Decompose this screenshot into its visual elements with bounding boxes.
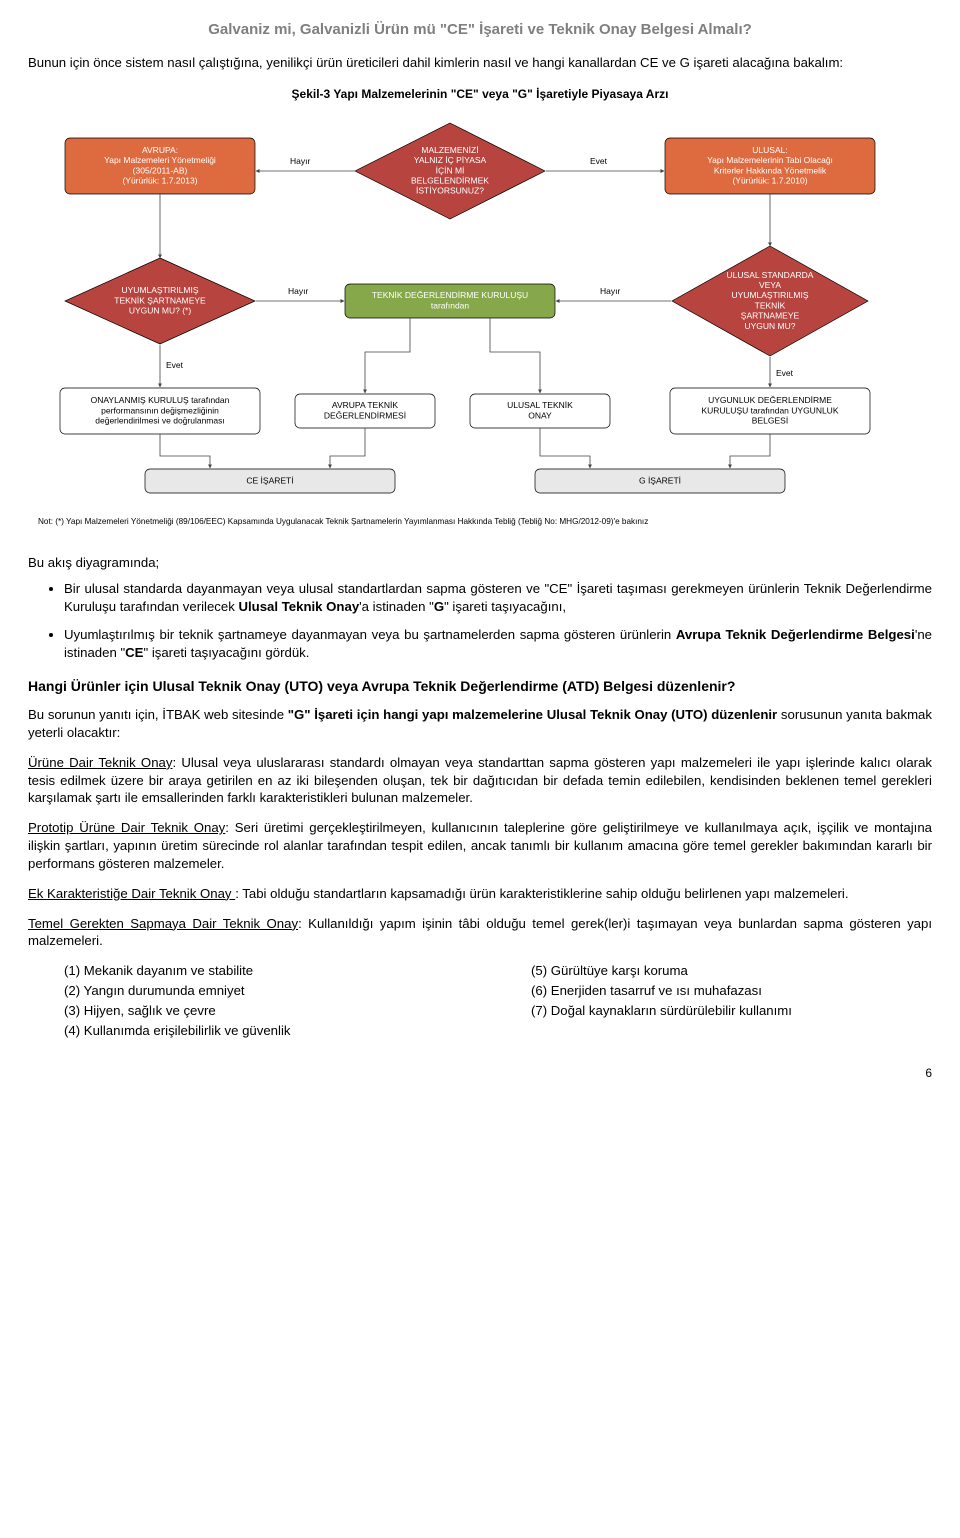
definition-paragraph: Prototip Ürüne Dair Teknik Onay: Seri ür… bbox=[28, 819, 932, 872]
node-udk: UYGUNLUK DEĞERLENDİRMEKURULUŞU tarafında… bbox=[670, 388, 870, 434]
svg-text:İÇİN Mİ: İÇİN Mİ bbox=[436, 166, 465, 176]
node-q3: ULUSAL STANDARDAVEYAUYUMLAŞTIRILMIŞTEKNİ… bbox=[672, 246, 868, 356]
question-heading: Hangi Ürünler için Ulusal Teknik Onay (U… bbox=[28, 677, 932, 696]
svg-text:Yapı Malzemeleri Yönetmeliği: Yapı Malzemeleri Yönetmeliği bbox=[104, 155, 216, 165]
svg-text:MALZEMENİZİ: MALZEMENİZİ bbox=[421, 145, 478, 155]
svg-text:CE İŞARETİ: CE İŞARETİ bbox=[246, 476, 293, 486]
svg-text:performansının değişmezliğinin: performansının değişmezliğinin bbox=[101, 406, 219, 416]
requirements-columns: (1) Mekanik dayanım ve stabilite (2) Yang… bbox=[28, 962, 932, 1041]
node-uto: ULUSAL TEKNİKONAY bbox=[470, 394, 610, 428]
svg-text:UYGUN MU?: UYGUN MU? bbox=[744, 321, 795, 331]
node-q2: UYUMLAŞTIRILMIŞTEKNİK ŞARTNAMEYEUYGUN MU… bbox=[65, 258, 255, 344]
label: AVRUPA TEKNİKDEĞERLENDİRMESİ bbox=[324, 400, 406, 420]
svg-text:ONAY: ONAY bbox=[528, 411, 552, 421]
label: CE İŞARETİ bbox=[246, 476, 293, 486]
flowchart-footnote: Not: (*) Yapı Malzemeleri Yönetmeliği (8… bbox=[38, 517, 648, 526]
node-tdk: TEKNİK DEĞERLENDİRME KURULUŞUtarafından bbox=[345, 284, 555, 318]
svg-text:VEYA: VEYA bbox=[759, 280, 781, 290]
definition-paragraph: Ürüne Dair Teknik Onay: Ulusal veya ulus… bbox=[28, 754, 932, 807]
svg-text:ŞARTNAMEYE: ŞARTNAMEYE bbox=[741, 311, 800, 321]
svg-text:BELGELENDİRMEK: BELGELENDİRMEK bbox=[411, 176, 489, 186]
requirement-item: (4) Kullanımda erişilebilirlik ve güvenl… bbox=[64, 1022, 465, 1040]
svg-text:İSTİYORSUNUZ?: İSTİYORSUNUZ? bbox=[416, 186, 484, 196]
svg-text:tarafından: tarafından bbox=[431, 301, 470, 311]
svg-text:Kriterler Hakkında Yönetmelik: Kriterler Hakkında Yönetmelik bbox=[714, 166, 827, 176]
definition-paragraph: Temel Gerekten Sapmaya Dair Teknik Onay:… bbox=[28, 915, 932, 951]
requirement-item: (5) Gürültüye karşı koruma bbox=[531, 962, 932, 980]
page-number: 6 bbox=[28, 1065, 932, 1081]
svg-text:(Yürürlük: 1.7.2013): (Yürürlük: 1.7.2013) bbox=[122, 176, 197, 186]
svg-text:ULUSAL TEKNİK: ULUSAL TEKNİK bbox=[507, 400, 573, 410]
svg-text:UYUMLAŞTIRILMIŞ: UYUMLAŞTIRILMIŞ bbox=[732, 290, 809, 300]
svg-text:YALNIZ İÇ PİYASA: YALNIZ İÇ PİYASA bbox=[414, 155, 487, 165]
svg-text:TEKNİK: TEKNİK bbox=[755, 301, 786, 311]
requirement-item: (2) Yangın durumunda emniyet bbox=[64, 982, 465, 1000]
edge-label: Hayır bbox=[290, 156, 310, 166]
node-onaylanmis: ONAYLANMIŞ KURULUŞ tarafındanperformansı… bbox=[60, 388, 260, 434]
label: G İŞARETİ bbox=[639, 476, 681, 486]
diagram-intro: Bu akış diyagramında; bbox=[28, 554, 932, 572]
svg-text:(305/2011-AB): (305/2011-AB) bbox=[133, 166, 188, 176]
question-intro: Bu sorunun yanıtı için, İTBAK web sitesi… bbox=[28, 706, 932, 742]
requirements-right: (5) Gürültüye karşı koruma (6) Enerjiden … bbox=[495, 962, 932, 1019]
svg-text:KURULUŞU tarafından UYGUNLUK: KURULUŞU tarafından UYGUNLUK bbox=[702, 406, 839, 416]
node-g: G İŞARETİ bbox=[535, 469, 785, 493]
page-header: Galvaniz mi, Galvanizli Ürün mü "CE" İşa… bbox=[28, 20, 932, 40]
flowchart-title: Şekil-3 Yapı Malzemelerinin "CE" veya "G… bbox=[28, 86, 932, 102]
edge-label: Evet bbox=[776, 368, 794, 378]
svg-text:TEKNİK ŞARTNAMEYE: TEKNİK ŞARTNAMEYE bbox=[114, 296, 206, 306]
edge-label: Evet bbox=[166, 360, 184, 370]
node-ulusal: ULUSAL:Yapı Malzemelerinin Tabi OlacağıK… bbox=[665, 138, 875, 194]
svg-text:ULUSAL:: ULUSAL: bbox=[752, 145, 787, 155]
bullet-list: Bir ulusal standarda dayanmayan veya ulu… bbox=[28, 580, 932, 661]
svg-text:Yapı Malzemelerinin Tabi Olaca: Yapı Malzemelerinin Tabi Olacağı bbox=[707, 155, 833, 165]
svg-text:UYGUN MU? (*): UYGUN MU? (*) bbox=[129, 306, 192, 316]
edge-label: Evet bbox=[590, 156, 608, 166]
node-avrupa: AVRUPA:Yapı Malzemeleri Yönetmeliği(305/… bbox=[65, 138, 255, 194]
node-atd: AVRUPA TEKNİKDEĞERLENDİRMESİ bbox=[295, 394, 435, 428]
requirement-item: (6) Enerjiden tasarruf ve ısı muhafazası bbox=[531, 982, 932, 1000]
node-q1: MALZEMENİZİYALNIZ İÇ PİYASAİÇİN MİBELGEL… bbox=[355, 123, 545, 219]
flowchart: Şekil-3 Yapı Malzemelerinin "CE" veya "G… bbox=[28, 86, 932, 536]
svg-text:ULUSAL STANDARDA: ULUSAL STANDARDA bbox=[727, 270, 814, 280]
svg-text:G İŞARETİ: G İŞARETİ bbox=[639, 476, 681, 486]
svg-text:(Yürürlük: 1.7.2010): (Yürürlük: 1.7.2010) bbox=[732, 176, 807, 186]
requirement-item: (1) Mekanik dayanım ve stabilite bbox=[64, 962, 465, 980]
svg-text:TEKNİK DEĞERLENDİRME KURULUŞU: TEKNİK DEĞERLENDİRME KURULUŞU bbox=[372, 290, 528, 300]
intro-paragraph: Bunun için önce sistem nasıl çalıştığına… bbox=[28, 54, 932, 72]
node-ce: CE İŞARETİ bbox=[145, 469, 395, 493]
svg-text:UYUMLAŞTIRILMIŞ: UYUMLAŞTIRILMIŞ bbox=[122, 285, 199, 295]
bullet-item: Uyumlaştırılmış bir teknik şartnameye da… bbox=[64, 626, 932, 662]
svg-text:DEĞERLENDİRMESİ: DEĞERLENDİRMESİ bbox=[324, 411, 406, 421]
svg-text:ONAYLANMIŞ KURULUŞ tarafından: ONAYLANMIŞ KURULUŞ tarafından bbox=[91, 395, 230, 405]
requirements-left: (1) Mekanik dayanım ve stabilite (2) Yang… bbox=[28, 962, 465, 1039]
svg-text:UYGUNLUK DEĞERLENDİRME: UYGUNLUK DEĞERLENDİRME bbox=[708, 395, 832, 405]
bullet-item: Bir ulusal standarda dayanmayan veya ulu… bbox=[64, 580, 932, 616]
flowchart-svg: AVRUPA:Yapı Malzemeleri Yönetmeliği(305/… bbox=[30, 116, 930, 536]
requirement-item: (7) Doğal kaynakların sürdürülebilir kul… bbox=[531, 1002, 932, 1020]
edge-label: Hayır bbox=[600, 286, 620, 296]
svg-text:AVRUPA:: AVRUPA: bbox=[142, 145, 178, 155]
label: ONAYLANMIŞ KURULUŞ tarafındanperformansı… bbox=[91, 395, 230, 425]
svg-text:değerlendirilmesi ve doğrulanm: değerlendirilmesi ve doğrulanması bbox=[95, 416, 224, 426]
svg-text:BELGESİ: BELGESİ bbox=[752, 416, 788, 426]
definitions: Ürüne Dair Teknik Onay: Ulusal veya ulus… bbox=[28, 754, 932, 950]
definition-paragraph: Ek Karakteristiğe Dair Teknik Onay : Tab… bbox=[28, 885, 932, 903]
edge-label: Hayır bbox=[288, 286, 308, 296]
svg-text:AVRUPA TEKNİK: AVRUPA TEKNİK bbox=[332, 400, 398, 410]
requirement-item: (3) Hijyen, sağlık ve çevre bbox=[64, 1002, 465, 1020]
